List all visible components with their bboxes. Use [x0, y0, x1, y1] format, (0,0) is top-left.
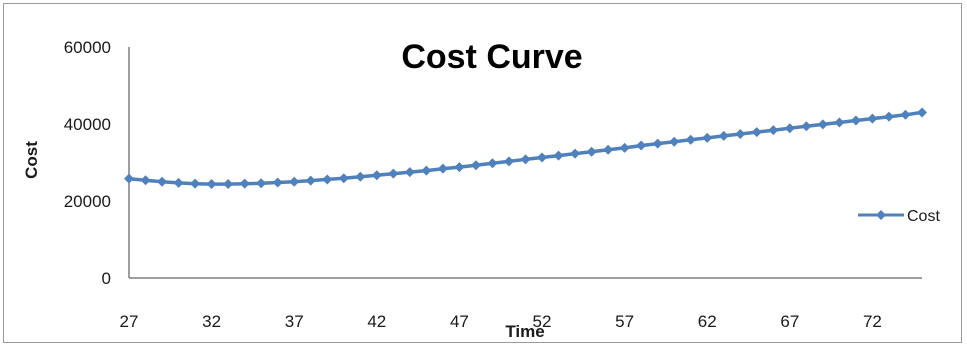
x-tick-label: 72	[863, 312, 882, 331]
data-point	[883, 111, 894, 122]
x-tick-label: 32	[202, 312, 221, 331]
data-point	[636, 140, 647, 151]
data-point	[487, 158, 498, 169]
data-point	[669, 136, 680, 147]
x-tick-label: 27	[120, 312, 139, 331]
data-point	[173, 177, 184, 188]
y-tick-label: 20000	[64, 192, 111, 211]
legend: Cost	[858, 208, 940, 225]
data-point	[784, 123, 795, 134]
legend-label-cost: Cost	[907, 208, 940, 225]
data-point	[206, 179, 217, 190]
y-axis-title: Cost	[22, 141, 41, 179]
data-point	[157, 176, 168, 187]
y-tick-label: 0	[102, 269, 111, 288]
data-point	[239, 178, 250, 189]
data-point	[503, 156, 514, 167]
data-point	[570, 148, 581, 159]
x-tick-label: 42	[367, 312, 386, 331]
data-point	[619, 142, 630, 153]
data-point	[338, 173, 349, 184]
x-tick-label: 57	[615, 312, 634, 331]
series-line-cost	[128, 110, 923, 186]
data-point	[437, 163, 448, 174]
data-point	[801, 121, 812, 132]
data-point	[702, 132, 713, 143]
data-point	[553, 150, 564, 161]
data-point	[256, 178, 267, 189]
data-point	[586, 146, 597, 157]
data-point	[454, 162, 465, 173]
y-tick-label: 40000	[64, 115, 111, 134]
data-point	[140, 175, 151, 186]
data-point	[685, 134, 696, 145]
x-axis-title: Time	[505, 322, 544, 341]
data-point	[603, 144, 614, 155]
data-point	[537, 152, 548, 163]
y-tick-label: 60000	[64, 38, 111, 57]
data-point	[817, 119, 828, 130]
x-tick-label: 47	[450, 312, 469, 331]
data-point	[388, 168, 399, 179]
data-point	[652, 138, 663, 149]
data-point	[900, 109, 911, 120]
data-point	[289, 176, 300, 187]
chart-frame	[3, 3, 962, 343]
x-tick-label: 67	[780, 312, 799, 331]
data-point	[124, 173, 134, 184]
data-point	[355, 171, 366, 182]
x-tick-label: 52	[533, 312, 552, 331]
data-point	[520, 154, 531, 165]
data-point	[768, 125, 779, 136]
x-tick-label: 37	[285, 312, 304, 331]
series-layer	[124, 107, 927, 190]
data-point	[867, 113, 878, 124]
data-point	[735, 129, 746, 140]
y-tick-labels: 0 20000 40000 60000	[64, 38, 111, 288]
data-point	[850, 115, 861, 126]
data-point	[718, 130, 729, 141]
axes	[128, 47, 922, 279]
chart-title: Cost Curve	[401, 38, 582, 76]
data-point	[272, 177, 283, 188]
data-point	[371, 170, 382, 181]
data-point	[404, 167, 415, 178]
legend-marker	[876, 210, 886, 220]
data-point	[751, 127, 762, 138]
x-tick-labels: 27 32 37 42 47 52 57 62 67 72	[120, 312, 882, 331]
x-tick-label: 62	[698, 312, 717, 331]
data-point	[322, 174, 333, 185]
data-point	[305, 175, 316, 186]
data-point	[834, 117, 845, 128]
data-point	[917, 107, 927, 118]
data-point	[470, 160, 481, 171]
data-point	[223, 179, 234, 190]
data-point	[190, 178, 201, 189]
data-point	[421, 165, 432, 176]
